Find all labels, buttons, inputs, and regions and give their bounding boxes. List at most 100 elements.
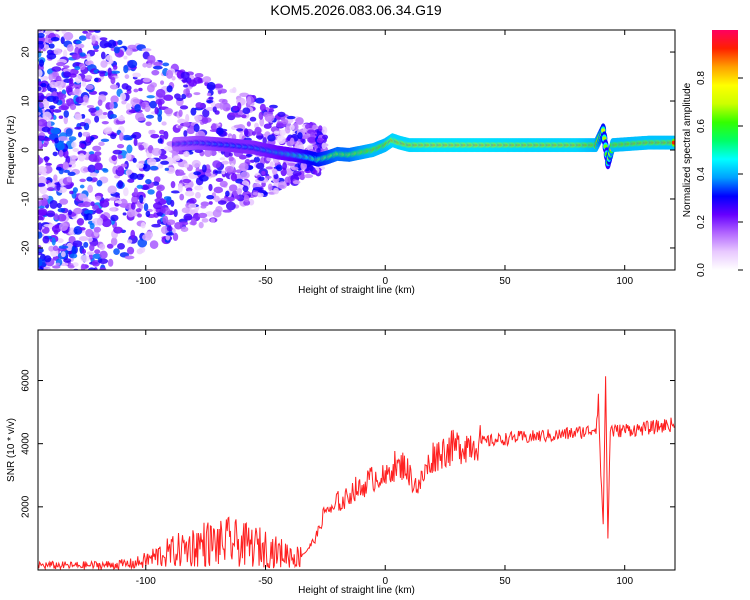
spectrogram-noise-blob: [40, 94, 45, 101]
spectrogram-noise-blob: [273, 187, 280, 195]
spectrogram-noise-blob: [53, 278, 62, 285]
spectrogram-noise-blob: [125, 47, 133, 56]
spectrogram-noise-blob: [45, 282, 55, 288]
spectrogram-x-tick-label: 0: [382, 276, 388, 287]
spectrogram-noise-blob: [76, 217, 85, 226]
spectrogram-noise-blob: [85, 213, 93, 221]
spectrogram-noise-blob: [43, 100, 50, 109]
spectrogram-noise-blob: [63, 32, 74, 41]
spectrogram-noise-blob: [171, 228, 176, 234]
spectrogram-noise-blob: [81, 270, 86, 276]
snr-x-tick-label: -100: [136, 576, 156, 587]
spectrogram-noise-blob: [72, 240, 83, 248]
spectrogram-noise-blob: [38, 176, 47, 185]
spectrogram-noise-blob: [46, 120, 52, 128]
spectrogram-noise-blob: [38, 215, 44, 221]
spectrogram-noise-blob: [236, 188, 243, 195]
spectrogram-noise-blob: [66, 22, 76, 26]
spectrogram-noise-blob: [214, 170, 224, 174]
spectrogram-noise-blob: [82, 131, 91, 137]
spectrogram-noise-blob: [48, 43, 55, 49]
spectrogram-noise-blob: [214, 195, 220, 203]
spectrogram-noise-blob: [267, 183, 273, 191]
spectrogram-noise-blob: [83, 209, 94, 215]
spectrogram-noise-blob: [78, 153, 86, 162]
spectrogram-noise-blob: [88, 151, 95, 155]
spectrogram-noise-blob: [147, 189, 155, 195]
spectrogram-noise-blob: [109, 207, 116, 212]
spectrogram-noise-blob: [54, 137, 59, 144]
spectrogram-noise-blob: [35, 19, 41, 23]
spectrogram-noise-blob: [151, 223, 162, 228]
spectrogram-noise-blob: [150, 133, 160, 139]
spectrogram-noise-blob: [144, 104, 151, 113]
spectrogram-noise-blob: [87, 164, 96, 173]
spectrogram-noise-blob: [77, 131, 83, 138]
spectrogram-noise-blob: [256, 192, 264, 198]
spectrogram-ridge-core: [671, 140, 675, 145]
spectrogram-noise-blob: [73, 207, 83, 215]
spectrogram-noise-blob: [176, 97, 184, 101]
spectrogram-noise-blob: [221, 170, 226, 175]
spectrogram-noise-blob: [307, 136, 317, 143]
spectrogram-noise-blob: [238, 162, 249, 172]
spectrogram-noise-blob: [102, 112, 108, 116]
spectrogram-noise-blob: [126, 239, 133, 244]
spectrogram-noise-blob: [91, 35, 96, 44]
spectrogram-noise-blob: [42, 278, 47, 283]
spectrogram-noise-blob: [117, 115, 126, 122]
spectrogram-noise-blob: [38, 165, 47, 175]
spectrogram-noise-blob: [60, 36, 65, 45]
main-title: KOM5.2026.083.06.34.G19: [270, 2, 442, 18]
spectrogram-noise-blob: [129, 172, 139, 180]
spectrogram-noise-blob: [52, 245, 59, 252]
spectrogram-noise-blob: [264, 113, 275, 123]
spectrogram-noise-blob: [149, 165, 159, 171]
spectrogram-noise-blob: [54, 30, 61, 32]
spectrogram-noise-blob: [221, 160, 229, 165]
spectrogram-noise-blob: [248, 198, 255, 206]
spectrogram-noise-blob: [75, 40, 82, 44]
spectrogram-noise-blob: [60, 272, 66, 277]
spectrogram-noise-blob: [82, 30, 88, 34]
spectrogram-noise-blob: [177, 118, 186, 124]
spectrogram-noise-blob: [152, 202, 163, 210]
spectrogram-noise-blob: [39, 292, 44, 296]
spectrogram-noise-blob: [80, 254, 90, 262]
spectrogram-noise-blob: [112, 64, 118, 70]
spectrogram-noise-blob: [163, 130, 169, 140]
spectrogram-noise-blob: [99, 250, 108, 259]
spectrogram-noise-blob: [72, 24, 81, 30]
spectrogram-noise-blob: [140, 222, 146, 229]
spectrogram-noise-blob: [38, 47, 42, 53]
colorbar-tick-label: 0.6: [696, 119, 707, 133]
spectrogram-noise-blob: [58, 245, 69, 249]
snr-y-label: SNR (10 * v/v): [6, 418, 17, 482]
spectrogram-noise-blob: [58, 16, 66, 22]
spectrogram-noise-blob: [105, 54, 113, 61]
spectrogram-noise-blob: [55, 262, 61, 266]
spectrogram-noise-blob: [140, 102, 146, 110]
spectrogram-noise-blob: [63, 271, 67, 279]
spectrogram-noise-blob: [45, 162, 52, 166]
spectrogram-noise-blob: [127, 59, 138, 69]
spectrogram-noise-blob: [164, 167, 170, 171]
spectrogram-x-label: Height of straight line (km): [298, 285, 415, 296]
spectrogram-noise-blob: [232, 87, 237, 94]
spectrogram-noise-blob: [110, 214, 119, 222]
spectrogram-noise-blob: [162, 215, 169, 225]
spectrogram-noise-blob: [138, 87, 143, 92]
spectrogram-noise-blob: [38, 182, 46, 187]
spectrogram-noise-blob: [102, 168, 109, 173]
spectrogram-noise-blob: [295, 117, 304, 125]
spectrogram-noise-blob: [163, 94, 174, 101]
spectrogram-noise-blob: [170, 199, 175, 207]
spectrogram-noise-blob: [225, 190, 230, 197]
spectrogram-noise-blob: [81, 248, 87, 255]
spectrogram-noise-blob: [170, 181, 176, 189]
spectrogram-noise-blob: [116, 39, 123, 46]
spectrogram-noise-blob: [139, 194, 144, 204]
spectrogram-noise-blob: [321, 126, 328, 135]
spectrogram-noise-blob: [86, 176, 93, 182]
spectrogram-noise-blob: [304, 123, 313, 130]
